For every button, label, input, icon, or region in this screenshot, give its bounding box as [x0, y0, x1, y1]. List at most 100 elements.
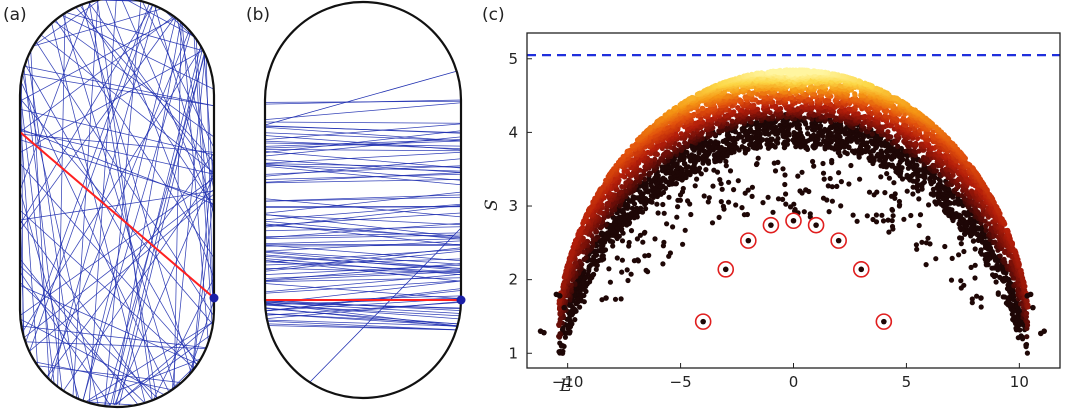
band-point	[714, 151, 720, 157]
band-point	[886, 229, 892, 235]
panel-a-stadium-boundary	[18, 0, 216, 409]
band-point	[791, 130, 797, 136]
trajectory-segment	[20, 0, 196, 133]
band-point	[618, 296, 624, 302]
trajectory-segment	[265, 271, 461, 282]
trajectory-segment	[265, 126, 461, 142]
band-point	[689, 165, 695, 171]
band-point	[890, 213, 896, 219]
band-point	[805, 125, 811, 131]
trajectory-segment	[265, 100, 461, 103]
band-point	[654, 201, 660, 207]
band-point	[799, 169, 805, 175]
band-point	[1012, 248, 1018, 254]
band-point	[889, 223, 896, 230]
band-point	[1018, 267, 1024, 274]
band-point	[854, 127, 860, 133]
band-point	[688, 143, 695, 149]
band-point	[969, 296, 975, 302]
band-point	[692, 160, 698, 166]
band-point	[1023, 341, 1030, 348]
band-point	[958, 278, 964, 284]
band-point	[677, 192, 684, 198]
band-point	[661, 210, 667, 216]
trajectory-segment	[20, 0, 193, 51]
band-point	[643, 206, 649, 212]
trajectory-segment	[265, 123, 461, 140]
band-point	[687, 201, 693, 207]
band-point	[648, 183, 655, 189]
panel-a-billiard	[18, 0, 219, 409]
trajectory-segment	[265, 319, 461, 327]
band-point	[846, 181, 852, 187]
band-point	[718, 181, 724, 187]
band-point	[790, 137, 796, 143]
trajectory-segment	[265, 214, 461, 226]
band-point	[993, 279, 999, 285]
trajectory-segment	[265, 226, 461, 232]
band-point	[617, 214, 623, 220]
band-point	[599, 230, 605, 236]
trajectory-segment	[265, 267, 461, 273]
band-point	[792, 206, 798, 213]
band-point	[997, 253, 1003, 259]
band-point	[712, 139, 719, 145]
band-point	[760, 200, 766, 206]
band-point	[753, 161, 760, 168]
trajectory-segment	[265, 244, 461, 262]
band-point	[972, 246, 978, 252]
band-point	[587, 276, 593, 282]
band-point	[857, 176, 863, 182]
trajectory-segment	[20, 282, 148, 406]
trajectory-segment	[97, 0, 154, 406]
band-point	[901, 216, 907, 222]
band-point	[620, 230, 626, 236]
trajectory-segment	[265, 163, 461, 168]
band-point	[829, 184, 835, 190]
trajectory-segment	[265, 158, 461, 177]
trajectory-segment	[20, 0, 92, 191]
band-point	[913, 242, 920, 248]
band-point	[559, 327, 566, 333]
band-point	[933, 256, 939, 262]
band-point	[688, 211, 694, 218]
band-point	[646, 170, 653, 176]
trajectory-segment	[265, 140, 461, 150]
trajectory-segment	[79, 353, 214, 406]
band-point	[875, 151, 881, 157]
trajectory-segment	[172, 0, 214, 190]
band-point	[707, 138, 714, 144]
band-point	[884, 171, 890, 177]
band-point	[848, 162, 854, 169]
band-point	[994, 204, 1000, 210]
band-point	[864, 140, 870, 146]
band-point	[642, 176, 648, 182]
band-point	[889, 218, 895, 224]
band-point	[995, 291, 1001, 297]
band-point	[557, 340, 563, 346]
band-point	[828, 130, 835, 137]
band-point	[562, 334, 569, 340]
trajectory-segment	[265, 121, 461, 124]
trajectory-segment	[25, 152, 214, 406]
band-point	[666, 253, 672, 259]
trajectory-segment	[104, 0, 142, 406]
band-point	[972, 275, 978, 281]
band-point	[628, 271, 634, 277]
band-point	[956, 252, 962, 258]
band-point	[607, 279, 614, 285]
band-point	[904, 188, 910, 194]
band-point	[731, 187, 737, 193]
trajectory-segment	[265, 323, 461, 331]
trajectory-segment	[81, 0, 181, 406]
band-point	[917, 182, 923, 188]
band-point	[710, 183, 716, 189]
panel-a-start-point	[209, 293, 219, 303]
band-point	[838, 203, 844, 209]
trajectory-segment	[20, 177, 214, 316]
band-point	[878, 148, 884, 154]
trajectory-segment	[265, 165, 461, 175]
trajectory-segment	[265, 238, 461, 244]
band-point	[972, 262, 978, 268]
band-point	[620, 153, 626, 160]
